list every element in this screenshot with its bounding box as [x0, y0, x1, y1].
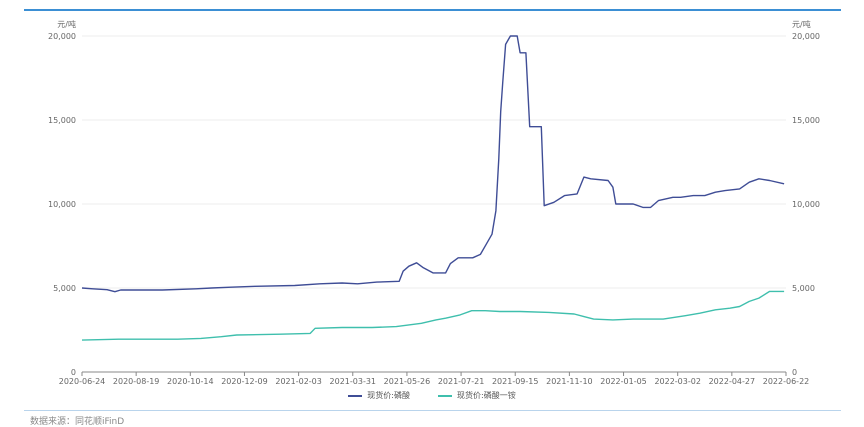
- data-source-note: 数据来源：同花顺iFinD: [30, 417, 125, 427]
- x-tick-label: 2022-04-27: [709, 377, 756, 386]
- y-tick-label-right: 5,000: [792, 284, 815, 293]
- y-tick-label-left: 10,000: [48, 200, 76, 209]
- x-tick-label: 2020-10-14: [167, 377, 214, 386]
- legend-item-series-2[interactable]: 现货价:磷酸一铵: [438, 390, 516, 401]
- legend-item-series-1[interactable]: 现货价:磷酸: [348, 390, 410, 401]
- x-tick-label: 2021-05-26: [384, 377, 431, 386]
- x-tick-label: 2021-03-31: [330, 377, 377, 386]
- y-tick-label-left: 5,000: [53, 284, 76, 293]
- x-tick-label: 2022-06-22: [763, 377, 810, 386]
- x-tick-label: 2020-08-19: [113, 377, 160, 386]
- legend-label-series-1: 现货价:磷酸: [367, 391, 410, 400]
- legend-label-series-2: 现货价:磷酸一铵: [457, 391, 516, 400]
- y-tick-label-right: 10,000: [792, 200, 820, 209]
- y-tick-label-left: 0: [71, 368, 76, 377]
- top-rule: [24, 9, 841, 11]
- x-tick-label: 2022-03-02: [654, 377, 701, 386]
- y-tick-label-right: 15,000: [792, 116, 820, 125]
- x-tick-label: 2021-02-03: [275, 377, 322, 386]
- y-tick-label-right: 0: [792, 368, 797, 377]
- legend-swatch-series-1: [348, 394, 363, 397]
- x-tick-label: 2020-12-09: [221, 377, 268, 386]
- series-line-1: [81, 35, 785, 293]
- series-line-2: [81, 290, 785, 341]
- y-tick-label-left: 20,000: [48, 32, 76, 41]
- y-tick-label-left: 15,000: [48, 116, 76, 125]
- x-tick-label: 2020-06-24: [59, 377, 106, 386]
- y-axis-unit-left: 元/吨: [57, 19, 76, 29]
- y-tick-label-right: 20,000: [792, 32, 820, 41]
- legend-swatch-series-2: [438, 394, 452, 397]
- y-axis-unit-right: 元/吨: [792, 19, 811, 29]
- legend: 现货价:磷酸 现货价:磷酸一铵: [0, 390, 864, 401]
- bottom-rule: [24, 410, 841, 411]
- x-tick-label: 2021-11-10: [546, 377, 593, 386]
- x-tick-label: 2021-07-21: [438, 377, 485, 386]
- x-tick-label: 2022-01-05: [600, 377, 647, 386]
- x-tick-label: 2021-09-15: [492, 377, 539, 386]
